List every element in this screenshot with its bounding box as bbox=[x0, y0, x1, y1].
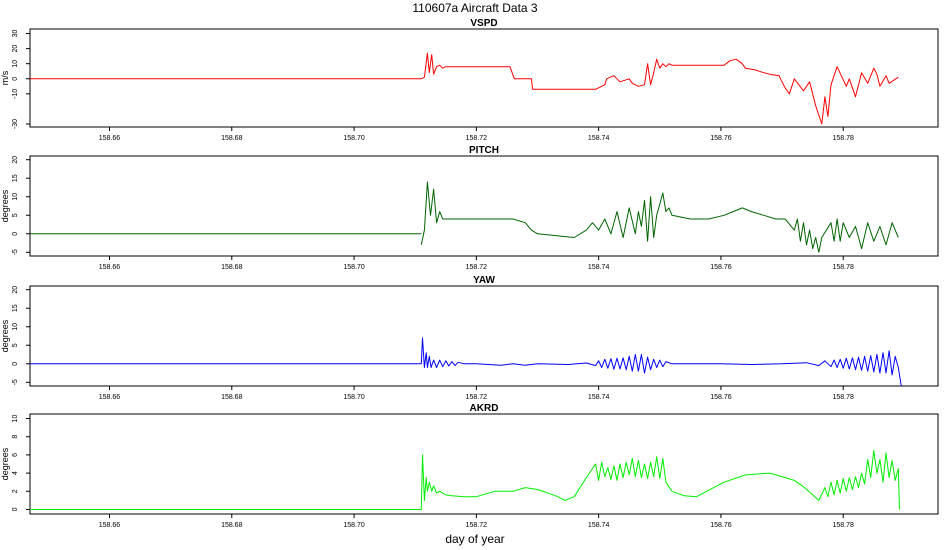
x-tick-label: 158.66 bbox=[99, 264, 121, 271]
y-tick-label: 4 bbox=[12, 471, 19, 475]
panel-pitch: PITCH degrees 158.66 158.68 158.70 158.72 158.… bbox=[0, 145, 939, 271]
y-tick-label: 5 bbox=[12, 213, 19, 217]
x-tick-label: 158.78 bbox=[833, 394, 855, 401]
y-tick-label: -30 bbox=[12, 119, 19, 129]
x-tick-label: 158.66 bbox=[99, 135, 121, 142]
y-tick-label: 10 bbox=[12, 415, 19, 423]
y-tick-label: 10 bbox=[12, 323, 19, 331]
x-tick-label: 158.66 bbox=[99, 522, 121, 529]
y-tick-label: -10 bbox=[12, 89, 19, 99]
y-tick-label: 6 bbox=[12, 453, 19, 457]
y-axis-label: m/s bbox=[0, 70, 10, 85]
panel-vspd: VSPD m/s 158.66 158.68 158.70 158.72 158.74 158… bbox=[0, 18, 939, 142]
y-tick-label: 15 bbox=[12, 174, 19, 182]
x-tick-label: 158.76 bbox=[710, 135, 732, 142]
panel-title: VSPD bbox=[470, 18, 497, 29]
panel-title: AKRD bbox=[470, 403, 499, 414]
x-tick-label: 158.68 bbox=[221, 394, 243, 401]
plot-frame bbox=[29, 28, 939, 128]
y-tick-label: 8 bbox=[12, 435, 19, 439]
x-tick-label: 158.72 bbox=[466, 394, 488, 401]
y-tick-label: 30 bbox=[12, 30, 19, 38]
x-tick-label: 158.76 bbox=[710, 522, 732, 529]
series-line-vspd bbox=[421, 52, 899, 125]
y-tick-label: 20 bbox=[12, 45, 19, 53]
plot-frame bbox=[29, 155, 939, 257]
series-line-yaw bbox=[420, 337, 902, 387]
x-tick-label: 158.76 bbox=[710, 394, 732, 401]
x-tick-label: 158.72 bbox=[466, 264, 488, 271]
x-tick-label: 158.68 bbox=[221, 522, 243, 529]
y-tick-label: 20 bbox=[12, 286, 19, 294]
x-tick-label: 158.74 bbox=[588, 522, 610, 529]
x-tick-label: 158.66 bbox=[99, 394, 121, 401]
y-tick-label: 10 bbox=[12, 60, 19, 68]
y-tick-label: 10 bbox=[12, 193, 19, 201]
x-tick-label: 158.68 bbox=[221, 135, 243, 142]
x-tick-label: 158.74 bbox=[588, 394, 610, 401]
y-axis-label: degrees bbox=[0, 189, 10, 222]
plot-frame bbox=[29, 413, 939, 515]
page-title: 110607a Aircraft Data 3 bbox=[412, 1, 538, 15]
x-tick-label: 158.78 bbox=[833, 522, 855, 529]
x-tick-label: 158.78 bbox=[833, 135, 855, 142]
x-tick-label: 158.70 bbox=[343, 135, 365, 142]
x-tick-label: 158.70 bbox=[343, 264, 365, 271]
panel-title: YAW bbox=[473, 275, 495, 286]
panel-title: PITCH bbox=[469, 145, 499, 156]
y-tick-label: -5 bbox=[12, 379, 19, 385]
x-tick-label: 158.76 bbox=[710, 264, 732, 271]
x-tick-label: 158.72 bbox=[466, 135, 488, 142]
y-tick-label: -5 bbox=[12, 249, 19, 255]
y-axis-label: degrees bbox=[0, 447, 10, 480]
y-tick-label: 2 bbox=[12, 489, 19, 493]
x-axis-label: day of year bbox=[445, 532, 504, 546]
y-tick-label: 5 bbox=[12, 343, 19, 347]
x-tick-label: 158.72 bbox=[466, 522, 488, 529]
y-tick-label: 0 bbox=[12, 362, 19, 366]
y-tick-label: 0 bbox=[12, 507, 19, 511]
x-tick-label: 158.68 bbox=[221, 264, 243, 271]
y-tick-label: 0 bbox=[12, 77, 19, 81]
y-axis-label: degrees bbox=[0, 319, 10, 352]
x-tick-label: 158.74 bbox=[588, 264, 610, 271]
plot-frame bbox=[29, 285, 939, 387]
y-tick-label: 15 bbox=[12, 304, 19, 312]
x-tick-label: 158.78 bbox=[833, 264, 855, 271]
y-tick-label: 0 bbox=[12, 232, 19, 236]
panel-akrd: AKRD degrees 158.66 158.68 158.70 158.72 158.7… bbox=[0, 403, 939, 529]
series-line-akrd bbox=[420, 449, 900, 510]
x-tick-label: 158.70 bbox=[343, 394, 365, 401]
x-tick-label: 158.74 bbox=[588, 135, 610, 142]
x-tick-label: 158.70 bbox=[343, 522, 365, 529]
series-line-pitch bbox=[420, 181, 899, 253]
y-tick-label: 20 bbox=[12, 156, 19, 164]
panel-yaw: YAW degrees 158.66 158.68 158.70 158.72 158.74… bbox=[0, 275, 939, 401]
